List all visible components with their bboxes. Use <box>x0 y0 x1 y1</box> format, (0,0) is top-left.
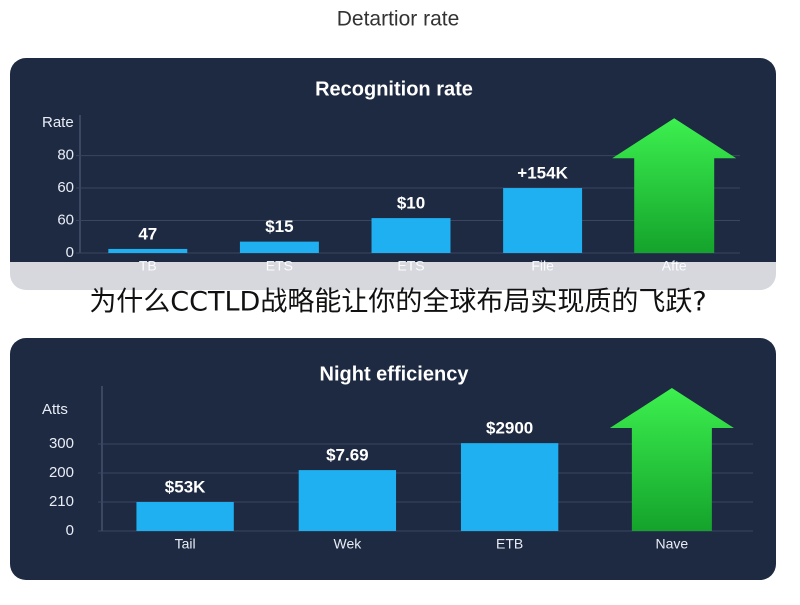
y-tick-label: 210 <box>49 493 74 510</box>
bar-annotation: $7.69 <box>326 446 369 465</box>
bar <box>503 188 583 253</box>
y-tick-label: 80 <box>57 147 74 164</box>
bar <box>460 443 559 531</box>
bar-annotation: $53K <box>165 477 206 496</box>
bar-annotation: $2900 <box>486 419 533 438</box>
x-tick-label: Wek <box>334 536 363 552</box>
bar-annotation: +154K <box>517 164 568 183</box>
bar-annotation: 47 <box>138 224 157 243</box>
bar <box>239 241 319 253</box>
x-tick-label: Tail <box>175 536 196 552</box>
chart-title: Recognition rate <box>315 78 473 100</box>
banner-text: 为什么CCTLD战略能让你的全球布局实现质的飞跃? <box>89 287 706 318</box>
y-axis-label: Rate <box>42 114 74 131</box>
bar <box>108 248 188 253</box>
bar <box>136 502 234 531</box>
y-tick-label: 0 <box>66 244 74 261</box>
y-tick-label: 60 <box>57 179 74 196</box>
chart-title: Night efficiency <box>320 363 470 385</box>
banner <box>10 262 790 320</box>
y-tick-label: 200 <box>49 464 74 481</box>
y-axis-label: Atts <box>42 401 68 418</box>
y-tick-label: 0 <box>66 522 74 539</box>
bar <box>298 470 397 531</box>
x-tick-label: Nave <box>656 536 689 552</box>
bar <box>371 218 451 253</box>
arrow-bar <box>609 388 734 531</box>
chart-panel <box>10 58 776 290</box>
y-tick-label: 60 <box>57 211 74 228</box>
arrow-bar <box>612 118 737 253</box>
y-tick-label: 300 <box>49 435 74 452</box>
bar-annotation: $10 <box>397 194 425 213</box>
bar-annotation: $15 <box>265 217 293 236</box>
page-title: Detartior rate <box>337 8 460 31</box>
x-tick-label: ETB <box>496 536 523 552</box>
